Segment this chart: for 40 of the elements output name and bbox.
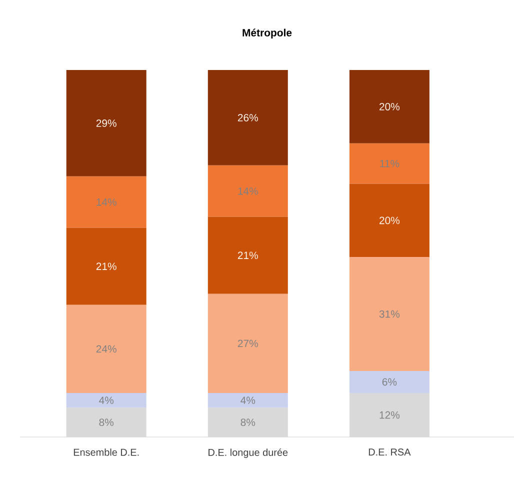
bar (66, 304, 146, 393)
data-label: 11% (380, 160, 400, 168)
data-label: 14% (96, 198, 116, 206)
data-label: 6% (382, 378, 397, 386)
bar (66, 392, 146, 408)
data-label: 29% (96, 120, 116, 127)
data-label: 8% (240, 418, 256, 426)
data-label: 31% (379, 310, 400, 318)
x-tick-label: D.E. RSA (368, 448, 411, 456)
data-label: 4% (240, 396, 256, 404)
bar (66, 228, 146, 305)
bar (349, 257, 430, 371)
bar (349, 392, 430, 437)
data-label: 24% (96, 345, 116, 353)
data-label: 26% (238, 114, 258, 122)
bar (208, 165, 288, 217)
bar (208, 392, 288, 408)
data-label: 21% (96, 262, 116, 270)
bar (208, 216, 288, 294)
bar (349, 184, 430, 258)
bar (208, 70, 288, 166)
bar (66, 176, 146, 228)
bar (66, 408, 146, 437)
bar (208, 408, 288, 437)
data-label: 27% (238, 340, 258, 348)
bar (349, 70, 430, 144)
x-tick-label: Ensemble D.E. (74, 448, 139, 456)
data-label: 12% (380, 411, 400, 419)
bar (349, 370, 430, 393)
bar (208, 294, 288, 393)
data-label: 21% (238, 252, 258, 260)
x-tick-label: D.E. longue durée (208, 448, 288, 458)
data-label: 4% (99, 396, 114, 404)
data-label: 20% (380, 103, 400, 110)
bar (349, 143, 430, 184)
data-label: 20% (380, 216, 400, 224)
chart-title: Métropole (242, 28, 292, 38)
data-label: 8% (99, 418, 114, 426)
bar (66, 70, 146, 176)
data-label: 14% (238, 187, 258, 195)
